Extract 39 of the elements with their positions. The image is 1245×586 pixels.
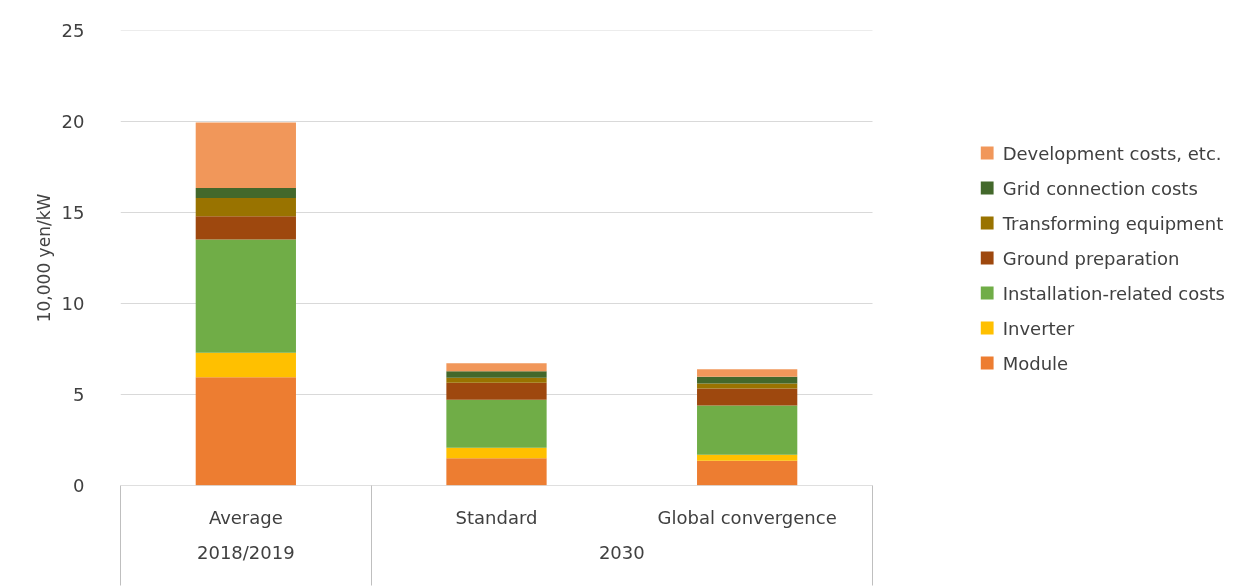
bar	[446, 363, 547, 372]
bar	[697, 369, 798, 377]
bar	[195, 377, 296, 486]
y-axis-title: 10,000 yen/kW	[33, 193, 54, 323]
bar	[195, 239, 296, 353]
bar	[195, 188, 296, 199]
bar	[446, 458, 547, 486]
legend-label: Grid connection costs	[1002, 177, 1198, 198]
text: 2018/2019	[196, 541, 295, 563]
x-tick-label: Standard	[455, 506, 538, 528]
bar	[446, 447, 547, 459]
y-tick-label: 5	[73, 384, 85, 405]
text: 2030	[598, 541, 645, 563]
x-tick-label: Global convergence	[657, 506, 837, 528]
y-tick-label: 0	[73, 475, 85, 496]
legend-label: Inverter	[1002, 317, 1075, 338]
legend-label: Ground preparation	[1002, 247, 1180, 268]
legend-label: Module	[1002, 352, 1069, 373]
bar	[446, 371, 547, 378]
bar	[195, 198, 296, 217]
legend-label: Installation-related costs	[1002, 282, 1225, 303]
y-tick-label: 20	[61, 111, 85, 132]
y-tick-label: 25	[61, 20, 85, 41]
bar	[697, 388, 798, 406]
bar	[697, 376, 798, 384]
y-tick-label: 15	[61, 202, 85, 223]
bar	[446, 377, 547, 383]
bar	[195, 216, 296, 240]
bar	[697, 405, 798, 455]
bar	[697, 460, 798, 486]
legend-label: Transforming equipment	[1002, 212, 1224, 233]
bar	[446, 382, 547, 400]
bar	[195, 122, 296, 189]
legend-label: Development costs, etc.	[1002, 142, 1222, 163]
y-tick-label: 10	[61, 293, 85, 314]
x-tick-label: Average	[208, 506, 283, 528]
bar	[446, 399, 547, 448]
bar	[697, 454, 798, 461]
bar	[195, 352, 296, 378]
